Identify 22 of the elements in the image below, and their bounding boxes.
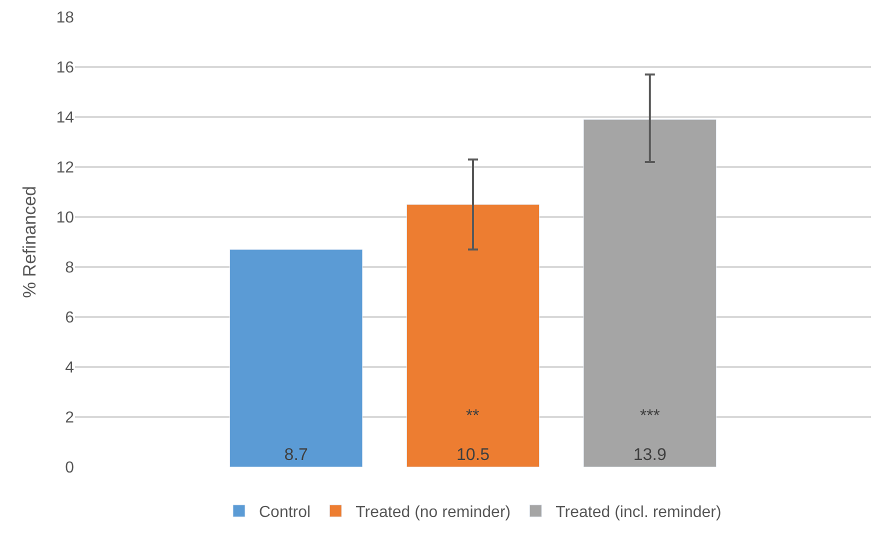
y-tick-label: 16 [56, 60, 74, 77]
y-tick-label: 14 [56, 110, 74, 127]
y-tick-label: 8 [65, 260, 74, 277]
data-label: 8.7 [284, 445, 308, 464]
y-tick-label: 18 [56, 10, 74, 27]
bar [406, 204, 540, 467]
y-tick-label: 4 [65, 360, 74, 377]
bar [583, 119, 716, 467]
annotation: ** [466, 406, 480, 425]
bar [230, 249, 363, 467]
legend-label: Treated (incl. reminder) [556, 504, 722, 522]
y-axis-title: % Refinanced [19, 186, 40, 298]
legend-label: Treated (no reminder) [356, 504, 511, 522]
annotation: *** [640, 406, 660, 425]
y-tick-label: 2 [65, 410, 74, 427]
data-label: 10.5 [456, 445, 490, 464]
data-label: 13.9 [633, 445, 666, 464]
y-tick-label: 10 [56, 210, 74, 227]
y-tick-label: 0 [65, 460, 74, 477]
y-tick-label: 6 [65, 310, 74, 327]
y-tick-label: 12 [56, 160, 74, 177]
legend-label: Control [259, 504, 311, 522]
